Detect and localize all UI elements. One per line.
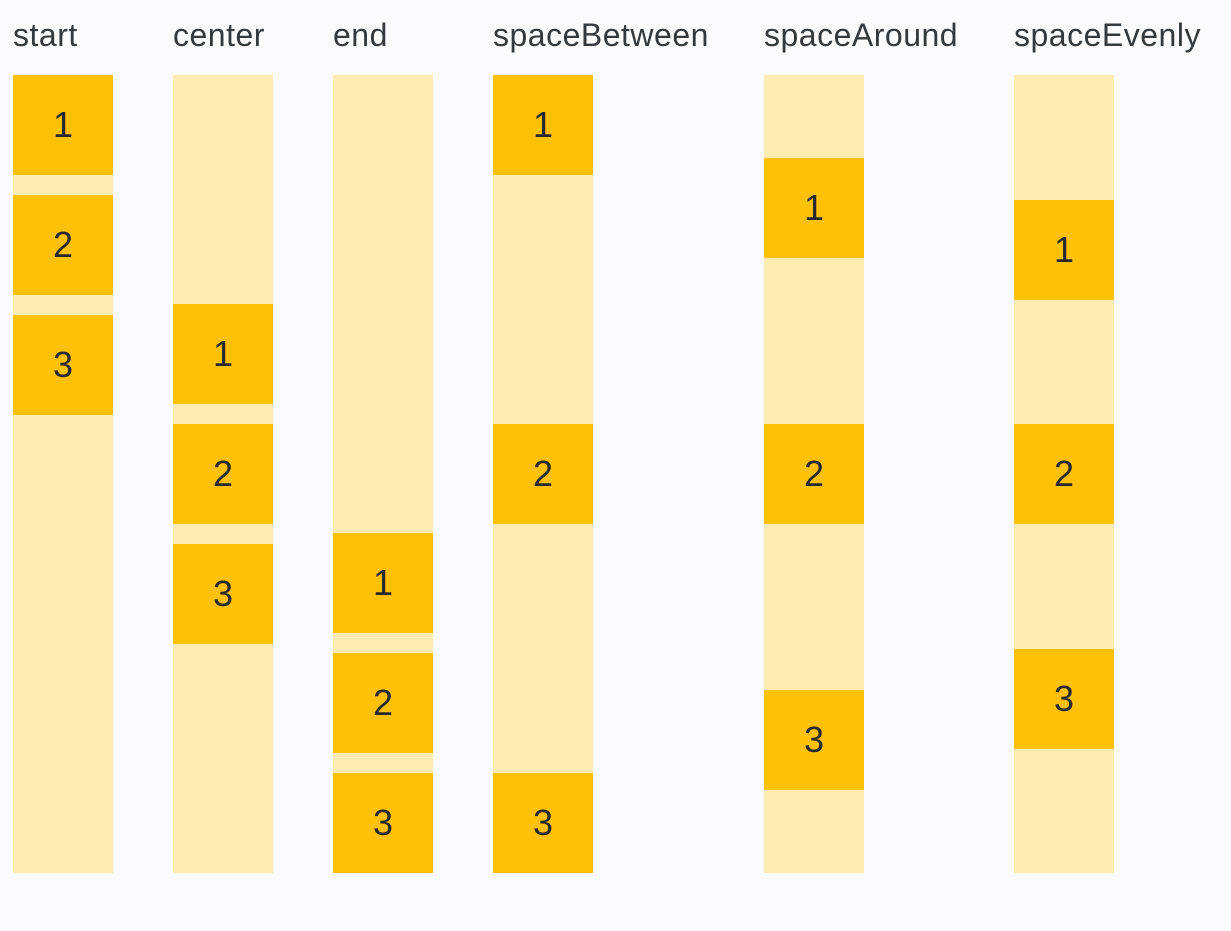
column-label-space-around: spaceAround xyxy=(764,17,959,53)
alignment-demo-row: start 1 2 3 center 1 2 3 end 1 2 3 space… xyxy=(13,14,1231,873)
flex-item: 1 xyxy=(1014,199,1114,300)
column-label-start: start xyxy=(13,17,78,53)
flex-track-space-between: 1 2 3 xyxy=(493,75,593,873)
flex-track-space-evenly: 1 2 3 xyxy=(1014,75,1114,873)
flex-item: 2 xyxy=(764,424,864,524)
flex-track-start: 1 2 3 xyxy=(13,75,113,873)
flex-item: 1 xyxy=(173,304,273,404)
flex-item: 3 xyxy=(493,773,593,873)
flex-item: 3 xyxy=(333,773,433,873)
flex-track-center: 1 2 3 xyxy=(173,75,273,873)
flex-item: 3 xyxy=(173,544,273,644)
flex-item: 1 xyxy=(764,158,864,258)
flex-item: 2 xyxy=(173,424,273,524)
column-label-end: end xyxy=(333,17,388,53)
column-group-end: end 1 2 3 xyxy=(333,14,433,873)
flex-item: 1 xyxy=(333,533,433,633)
column-label-space-between: spaceBetween xyxy=(493,17,709,53)
flex-item: 1 xyxy=(493,75,593,175)
column-label-space-evenly: spaceEvenly xyxy=(1014,17,1201,53)
flex-track-space-around: 1 2 3 xyxy=(764,75,864,873)
flex-item: 2 xyxy=(1014,424,1114,524)
flex-item: 2 xyxy=(493,424,593,524)
column-group-center: center 1 2 3 xyxy=(173,14,273,873)
column-group-start: start 1 2 3 xyxy=(13,14,113,873)
flex-item: 2 xyxy=(333,653,433,753)
column-group-space-evenly: spaceEvenly 1 2 3 xyxy=(1014,14,1201,873)
column-label-center: center xyxy=(173,17,265,53)
flex-item: 3 xyxy=(1014,648,1114,749)
flex-item: 2 xyxy=(13,195,113,295)
column-group-space-around: spaceAround 1 2 3 xyxy=(764,14,958,873)
flex-track-end: 1 2 3 xyxy=(333,75,433,873)
flex-item: 1 xyxy=(13,75,113,175)
flex-item: 3 xyxy=(764,690,864,790)
column-group-space-between: spaceBetween 1 2 3 xyxy=(493,14,708,873)
flex-item: 3 xyxy=(13,315,113,415)
